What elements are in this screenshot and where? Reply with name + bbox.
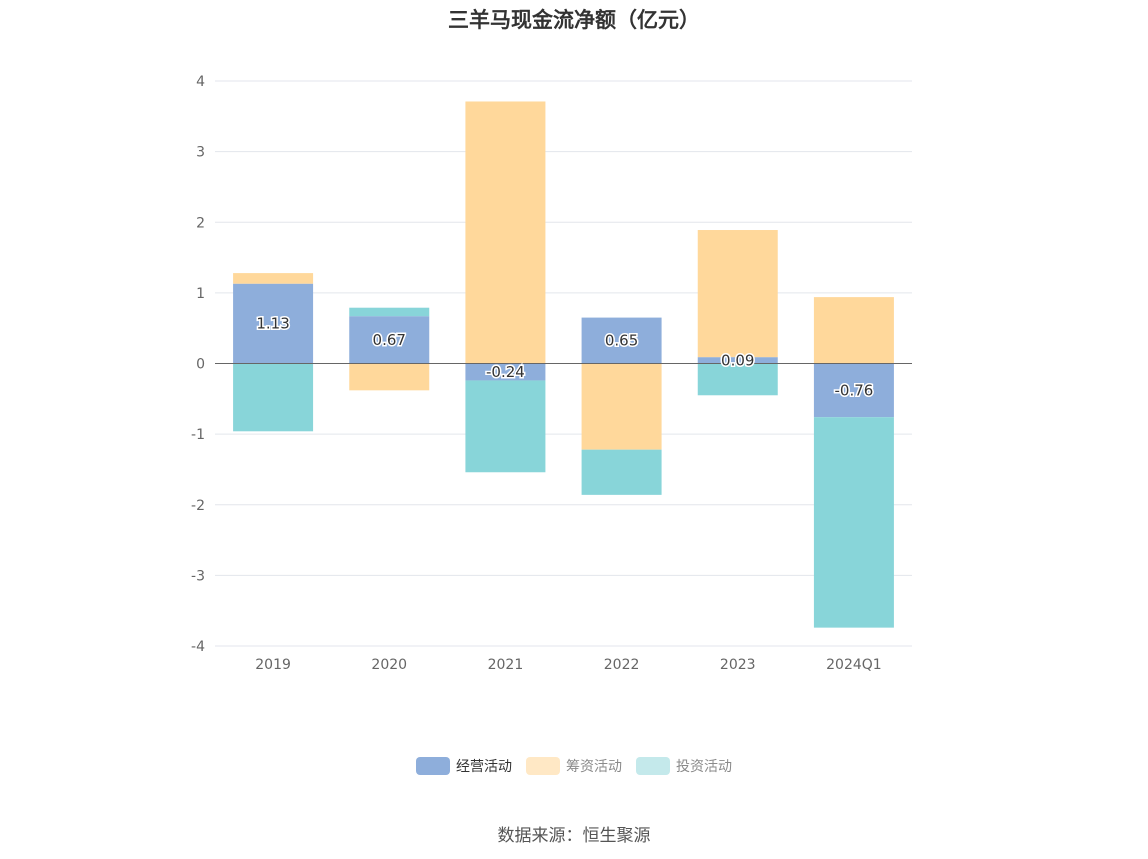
data-label: 0.09 bbox=[721, 351, 754, 369]
bar-operating bbox=[465, 363, 546, 381]
bar-operating bbox=[697, 357, 778, 364]
x-tick-label: 2021 bbox=[488, 657, 524, 673]
bar-financing bbox=[349, 363, 430, 391]
x-tick-label: 2020 bbox=[371, 657, 407, 673]
y-tick-label: 2 bbox=[196, 215, 205, 231]
bar-financing bbox=[465, 101, 546, 364]
data-label: 0.65 bbox=[605, 332, 638, 350]
data-label: 1.13 bbox=[256, 315, 289, 333]
bar-financing bbox=[581, 363, 662, 450]
bar-investing bbox=[465, 380, 546, 473]
y-tick-label: -2 bbox=[191, 498, 205, 514]
x-tick-label: 2019 bbox=[255, 657, 291, 673]
y-tick-label: 1 bbox=[196, 286, 205, 302]
bar-investing bbox=[349, 307, 430, 317]
bar-financing bbox=[233, 273, 314, 284]
x-tick-label: 2024Q1 bbox=[826, 657, 882, 673]
data-label: -0.24 bbox=[486, 363, 525, 381]
legend-label-investing: 投资活动 bbox=[676, 759, 732, 775]
x-tick-label: 2022 bbox=[604, 657, 640, 673]
bar-operating bbox=[813, 363, 894, 418]
chart-title: 三羊马现金流净额（亿元） bbox=[448, 8, 700, 32]
legend-item-financing[interactable]: 筹资活动 bbox=[526, 756, 622, 776]
legend-swatch-operating bbox=[416, 757, 450, 775]
legend-item-operating[interactable]: 经营活动 bbox=[416, 756, 512, 776]
source-note: 数据来源：恒生聚源 bbox=[497, 826, 651, 846]
legend-swatch-investing bbox=[636, 757, 670, 775]
bar-investing bbox=[813, 417, 894, 628]
data-label: -0.76 bbox=[835, 381, 874, 399]
y-tick-label: 4 bbox=[196, 74, 205, 90]
legend: 经营活动 筹资活动 投资活动 bbox=[0, 756, 1148, 776]
y-tick-label: -3 bbox=[191, 568, 205, 584]
bar-investing bbox=[233, 363, 314, 432]
legend-item-investing[interactable]: 投资活动 bbox=[636, 756, 732, 776]
bar-operating bbox=[233, 283, 314, 364]
bar-operating bbox=[349, 316, 430, 364]
legend-swatch-financing bbox=[526, 757, 560, 775]
bar-financing bbox=[697, 230, 778, 358]
legend-label-operating: 经营活动 bbox=[456, 759, 512, 775]
y-tick-label: -4 bbox=[191, 639, 205, 655]
y-tick-label: -1 bbox=[191, 427, 205, 443]
bar-operating bbox=[581, 317, 662, 364]
y-tick-label: 0 bbox=[196, 357, 205, 373]
bar-financing bbox=[813, 297, 894, 364]
legend-label-financing: 筹资活动 bbox=[566, 759, 622, 775]
y-tick-label: 3 bbox=[196, 145, 205, 161]
bar-investing bbox=[581, 449, 662, 495]
x-tick-label: 2023 bbox=[720, 657, 756, 673]
bar-investing bbox=[697, 363, 778, 396]
data-label: 0.67 bbox=[373, 331, 406, 349]
